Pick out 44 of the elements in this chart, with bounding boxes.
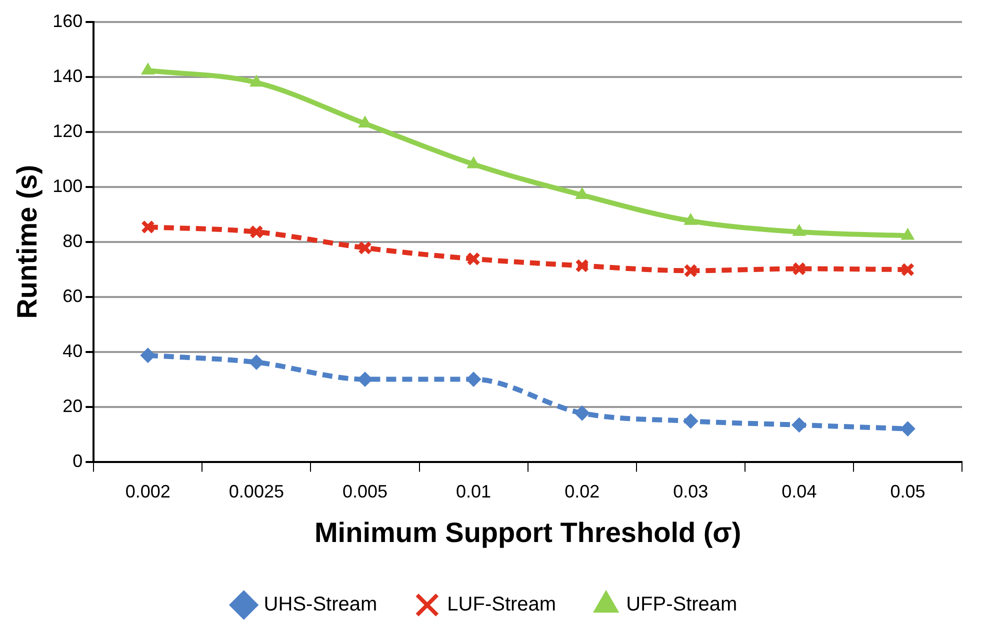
point: [684, 264, 698, 278]
point: [250, 75, 264, 87]
point: [140, 220, 155, 234]
x-tick-label: 0.05: [890, 482, 926, 502]
x-tick-label: 0.04: [782, 482, 817, 502]
point: [250, 224, 264, 239]
x-tick-label: 0.02: [564, 482, 600, 502]
point: [576, 188, 589, 200]
point: [358, 240, 372, 255]
y-tick-label: 120: [52, 120, 83, 141]
y-axis-title: Runtime (s): [12, 164, 43, 319]
legend-label: LUF-Stream: [447, 594, 556, 616]
point: [683, 414, 698, 429]
y-tick-label: 80: [62, 230, 83, 251]
x-tick-label: 0.005: [342, 482, 388, 502]
x-tick-label: 0.03: [673, 482, 708, 502]
point: [792, 417, 807, 432]
point: [684, 213, 698, 225]
y-tick-label: 140: [52, 66, 83, 86]
x-tick-label: 0.0025: [228, 482, 284, 502]
y-tick-label: 0: [72, 450, 83, 471]
point: [901, 228, 914, 240]
point: [574, 406, 590, 421]
y-tick-label: 60: [62, 286, 83, 306]
point: [900, 262, 915, 277]
point: [466, 372, 482, 387]
point: [900, 421, 916, 436]
y-tick-label: 40: [62, 340, 83, 361]
point: [140, 348, 156, 363]
legend-label: UHS-Stream: [264, 594, 378, 616]
legend-label: UFP-Stream: [626, 594, 738, 616]
y-tick-label: 20: [62, 396, 83, 416]
point: [141, 62, 154, 74]
point: [248, 354, 264, 370]
point: [466, 252, 480, 266]
point: [575, 258, 590, 273]
y-tick-label: 100: [52, 176, 83, 196]
y-tick-label: 160: [52, 10, 83, 31]
x-tick-label: 0.01: [456, 482, 492, 502]
x-tick-label: 0.002: [125, 482, 170, 502]
point: [466, 156, 480, 168]
point: [792, 224, 806, 236]
x-axis-title: Minimum Support Threshold (σ): [314, 516, 742, 548]
point: [792, 262, 806, 276]
